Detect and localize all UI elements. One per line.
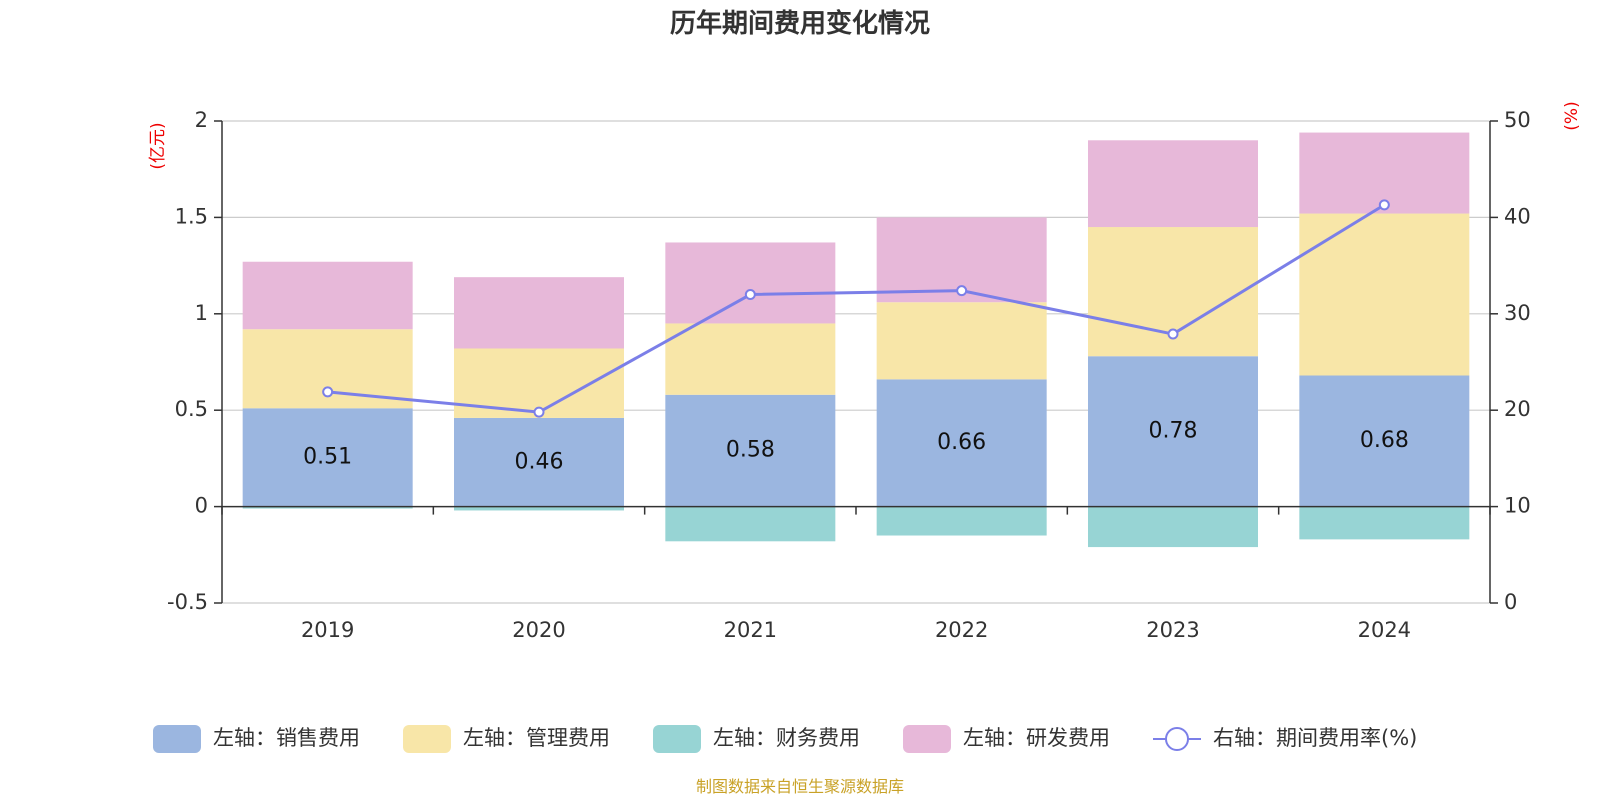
legend: 左轴：销售费用 左轴：管理费用 左轴：财务费用 左轴：研发费用 右轴：期间费用率(%) bbox=[153, 725, 1417, 753]
x-axis-tick-label: 2023 bbox=[1146, 618, 1199, 642]
legend-label: 左轴：销售费用 bbox=[213, 726, 360, 750]
bars bbox=[242, 132, 1470, 548]
bar-segment bbox=[1299, 375, 1470, 507]
data-label: 0.68 bbox=[1360, 428, 1409, 453]
left-axis-tick-label: 1.5 bbox=[175, 204, 208, 228]
left-axis-tick-label: 1 bbox=[195, 301, 208, 325]
data-label: 0.46 bbox=[515, 449, 564, 474]
bar-segment bbox=[454, 417, 624, 507]
bar-segment bbox=[876, 302, 1047, 380]
bar-segment bbox=[665, 394, 836, 507]
right-axis-tick-label: 40 bbox=[1504, 204, 1531, 228]
bar-segment bbox=[665, 242, 836, 324]
rate-line-path bbox=[327, 203, 1386, 414]
right-axis-tick-label: 0 bbox=[1504, 590, 1517, 614]
legend-label: 左轴：财务费用 bbox=[713, 726, 860, 750]
bar-segment bbox=[454, 506, 624, 511]
chart-title: 历年期间费用变化情况 bbox=[670, 8, 930, 39]
data-label: 0.58 bbox=[726, 438, 775, 463]
legend-swatch bbox=[653, 725, 701, 753]
bar-segment bbox=[665, 323, 836, 395]
rate-point bbox=[1167, 328, 1179, 340]
left-axis-tick-label: 0.5 bbox=[175, 397, 208, 421]
legend-label: 右轴：期间费用率(%) bbox=[1213, 726, 1417, 750]
bar-segment bbox=[1299, 506, 1470, 540]
bar-segment bbox=[242, 261, 413, 330]
bar-segment bbox=[242, 408, 413, 507]
rate-point bbox=[533, 406, 545, 418]
x-axis-tick-label: 2022 bbox=[935, 618, 988, 642]
rate-point bbox=[1378, 199, 1390, 211]
bar-segment bbox=[242, 506, 413, 509]
rate-point bbox=[956, 285, 968, 297]
x-axis-tick-label: 2019 bbox=[301, 618, 354, 642]
data-label: 0.78 bbox=[1149, 418, 1198, 443]
rate-line bbox=[322, 199, 1390, 418]
bar-segment bbox=[1299, 213, 1470, 376]
bar-segment bbox=[876, 506, 1047, 536]
right-axis-tick-label: 10 bbox=[1504, 494, 1531, 518]
left-axis-tick-label: 2 bbox=[195, 108, 208, 132]
bar-segment bbox=[1088, 506, 1258, 548]
left-axis-tick-label: 0 bbox=[195, 494, 208, 518]
left-axis-tick-label: -0.5 bbox=[167, 590, 208, 614]
legend-swatch bbox=[903, 725, 951, 753]
left-axis-unit: (亿元) bbox=[148, 122, 168, 169]
x-axis-tick-label: 2024 bbox=[1358, 618, 1411, 642]
source-note: 制图数据来自恒生聚源数据库 bbox=[696, 777, 904, 796]
bar-segment bbox=[454, 277, 624, 349]
bar-segment bbox=[1088, 356, 1258, 507]
data-label: 0.51 bbox=[303, 444, 352, 469]
legend-swatch bbox=[153, 725, 201, 753]
data-label: 0.66 bbox=[937, 430, 986, 455]
legend-swatch bbox=[403, 725, 451, 753]
right-axis-tick-label: 50 bbox=[1504, 108, 1531, 132]
legend-swatch-marker bbox=[1165, 727, 1189, 751]
legend-label: 左轴：研发费用 bbox=[963, 726, 1110, 750]
right-axis-tick-label: 30 bbox=[1504, 301, 1531, 325]
x-axis-tick-label: 2021 bbox=[724, 618, 777, 642]
x-axis-tick-label: 2020 bbox=[512, 618, 565, 642]
rate-point bbox=[744, 289, 756, 301]
rate-point bbox=[322, 386, 334, 398]
bar-segment bbox=[665, 506, 836, 542]
right-axis-tick-label: 20 bbox=[1504, 397, 1531, 421]
data-labels: 0.51 0.46 0.58 0.66 0.78 0.68 bbox=[303, 418, 1409, 474]
bar-segment bbox=[1088, 140, 1258, 228]
legend-label: 左轴：管理费用 bbox=[463, 726, 610, 750]
right-axis-unit: (%) bbox=[1562, 101, 1582, 130]
bar-segment bbox=[876, 379, 1047, 507]
grid-lines bbox=[222, 120, 1490, 604]
